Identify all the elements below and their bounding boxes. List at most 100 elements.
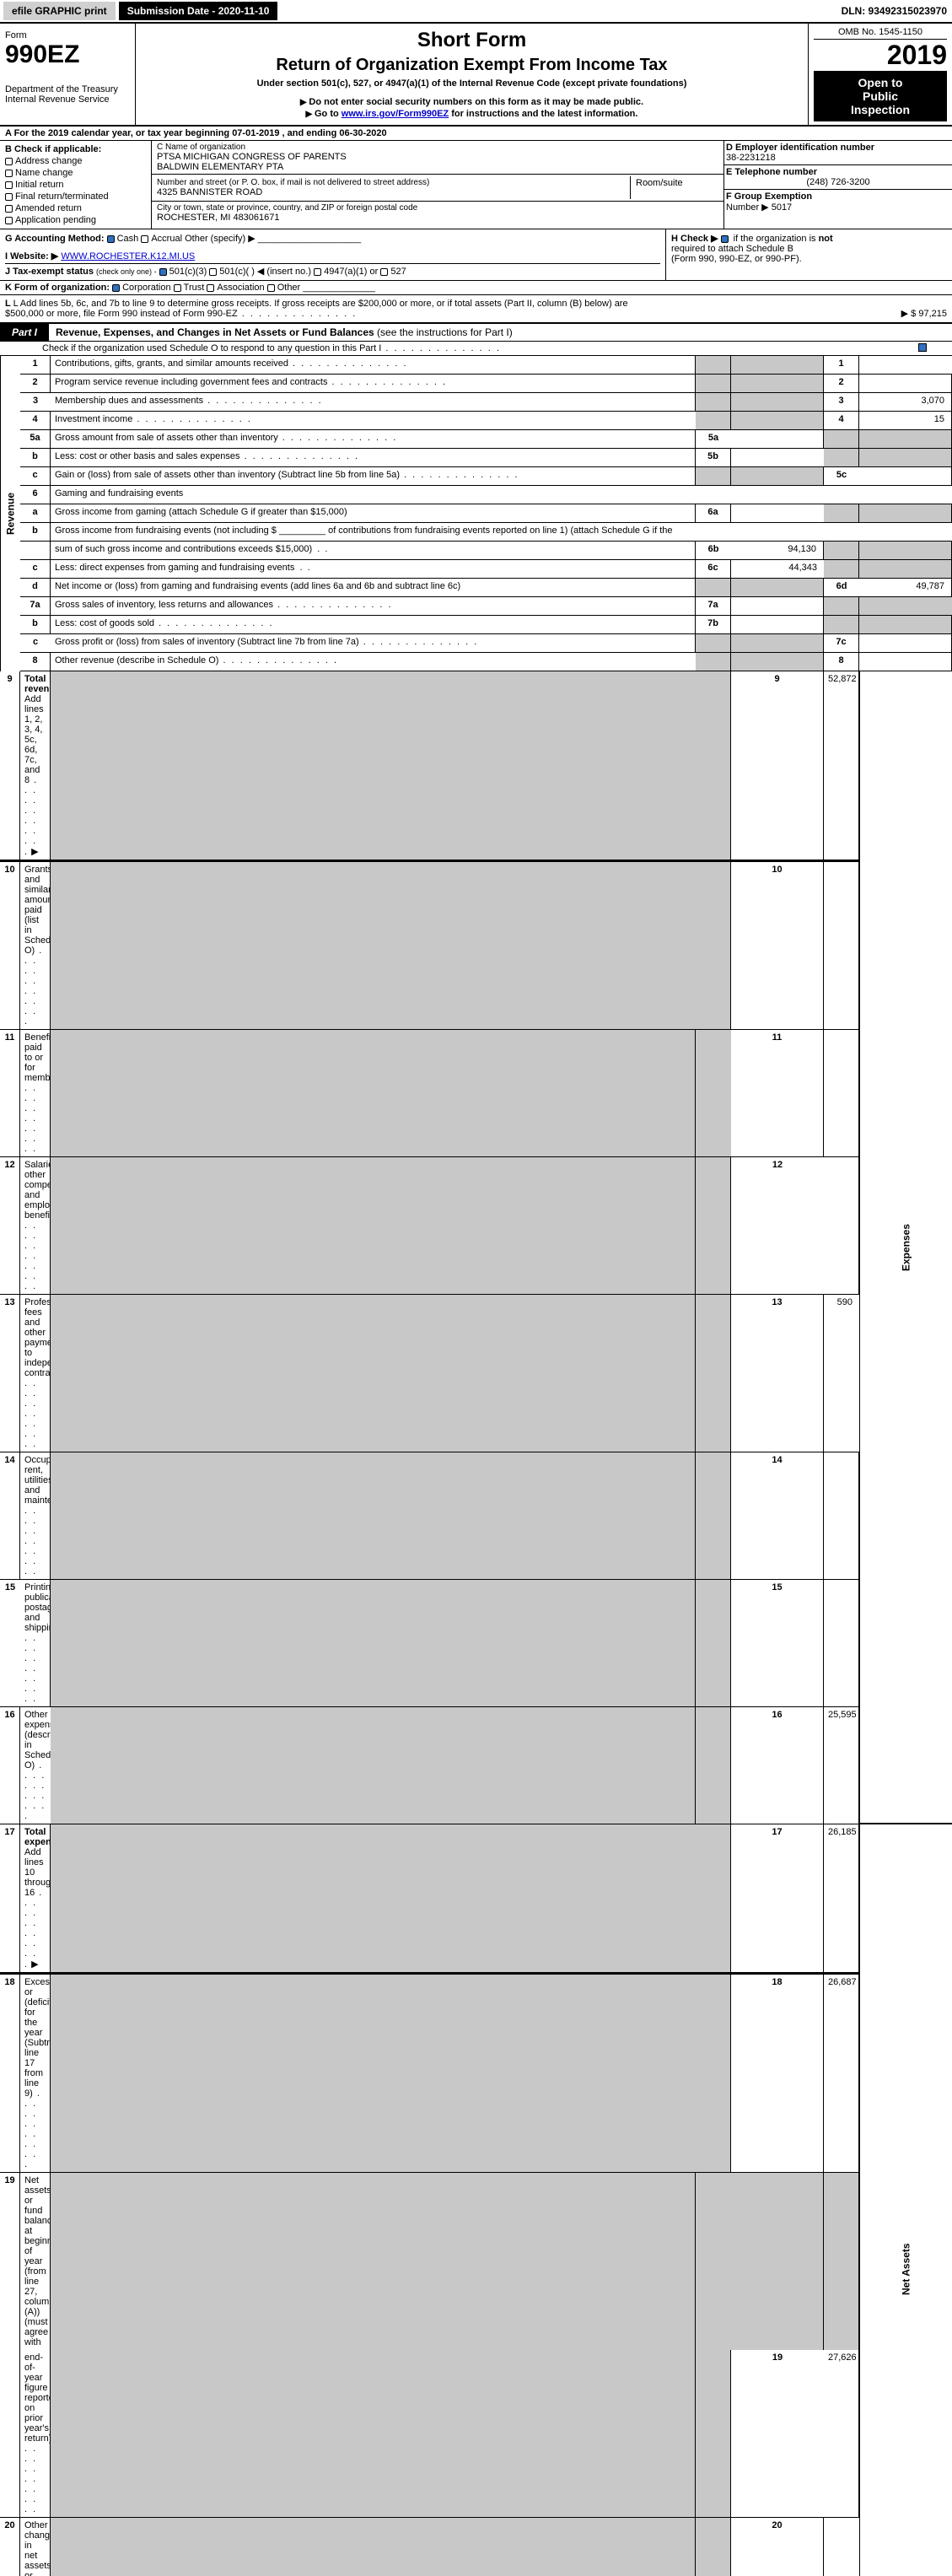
box-19: 19: [731, 2350, 824, 2518]
h-text1: if the organization is: [734, 234, 819, 244]
open-line2: Public: [815, 89, 945, 103]
check-trust[interactable]: [174, 284, 181, 292]
val-6d: 49,787: [859, 579, 952, 597]
ln-14: 14: [0, 1452, 20, 1580]
block-bcdef: B Check if applicable: Address change Na…: [0, 141, 952, 229]
c-street: 4325 BANNISTER ROAD: [157, 187, 625, 197]
submission-date-button[interactable]: Submission Date - 2020-11-10: [119, 2, 278, 20]
ln-20: 20: [0, 2518, 20, 2576]
f-number: 5017: [772, 202, 792, 213]
form-header: Form 990EZ Department of the Treasury In…: [0, 24, 952, 127]
l-amount: ▶ $ 97,215: [901, 308, 947, 319]
val-6c-mid: 44,343: [731, 560, 824, 579]
desc-18: Excess or (deficit) for the year (Subtra…: [20, 1973, 51, 2173]
box-6b-mid: 6b: [696, 542, 731, 560]
check-final[interactable]: [5, 193, 13, 201]
c-city: ROCHESTER, MI 483061671: [157, 213, 718, 223]
part1-title: Revenue, Expenses, and Changes in Net As…: [49, 324, 952, 341]
box-12: 12: [731, 1157, 824, 1295]
box-15: 15: [731, 1580, 824, 1707]
g-label: G Accounting Method:: [5, 234, 105, 244]
desc-13: Professional fees and other payments to …: [20, 1295, 51, 1452]
val-20: [824, 2518, 859, 2576]
box-7c: 7c: [824, 634, 859, 653]
j-tail: (check only one) -: [96, 267, 157, 276]
goto-suffix: for instructions and the latest informat…: [451, 109, 637, 119]
box-6a-mid: 6a: [696, 504, 731, 523]
h-text2: required to attach Schedule B: [671, 244, 793, 254]
desc-8: Other revenue (describe in Schedule O): [51, 653, 696, 671]
check-501c[interactable]: [209, 268, 217, 276]
org-name-1: PTSA MICHIGAN CONGRESS OF PARENTS: [157, 152, 718, 162]
desc-7c: Gross profit or (loss) from sales of inv…: [51, 634, 696, 653]
val-13: 590: [824, 1295, 859, 1452]
goto-link[interactable]: www.irs.gov/Form990EZ: [342, 109, 449, 119]
part1-checkbox[interactable]: [918, 343, 927, 352]
check-app-pending[interactable]: [5, 217, 13, 224]
val-10: [824, 860, 859, 1030]
f-group-label: F Group Exemption: [726, 191, 812, 202]
open-line3: Inspection: [815, 103, 945, 116]
dept-label: Department of the Treasury: [5, 84, 130, 94]
desc-6b3: sum of such gross income and contributio…: [51, 542, 696, 560]
check-527[interactable]: [380, 268, 388, 276]
desc-10: Grants and similar amounts paid (list in…: [20, 860, 51, 1030]
irs-label: Internal Revenue Service: [5, 94, 130, 105]
check-h[interactable]: [721, 235, 729, 243]
check-501c3[interactable]: [159, 268, 167, 276]
box-13: 13: [731, 1295, 824, 1452]
ln-5a: 5a: [20, 430, 51, 449]
warn-ssn: Do not enter social security numbers on …: [141, 97, 803, 107]
desc-15: Printing, publications, postage, and shi…: [20, 1580, 51, 1707]
section-c: C Name of organization PTSA MICHIGAN CON…: [152, 141, 724, 229]
row-a-text: A For the 2019 calendar year, or tax yea…: [5, 128, 387, 138]
val-2: [859, 375, 952, 393]
b-final: Final return/terminated: [15, 191, 109, 202]
k-assoc: Association: [217, 283, 264, 293]
b-name-change: Name change: [15, 168, 73, 178]
box-5c: 5c: [824, 467, 859, 486]
ln-13: 13: [0, 1295, 20, 1452]
box-6d: 6d: [824, 579, 859, 597]
val-8: [859, 653, 952, 671]
check-cash[interactable]: [107, 235, 115, 243]
part1-check-note: Check if the organization used Schedule …: [42, 343, 501, 353]
box-14: 14: [731, 1452, 824, 1580]
e-phone: (248) 726-3200: [726, 177, 950, 187]
g-cash: Cash: [117, 234, 139, 244]
desc-1: Contributions, gifts, grants, and simila…: [51, 356, 696, 375]
desc-6a: Gross income from gaming (attach Schedul…: [51, 504, 696, 523]
j-501c3: 501(c)(3): [169, 267, 207, 277]
efile-button[interactable]: efile GRAPHIC print: [3, 2, 116, 20]
check-other-org[interactable]: [267, 284, 275, 292]
check-assoc[interactable]: [207, 284, 214, 292]
ln-19: 19: [0, 2173, 20, 2350]
check-accrual[interactable]: [141, 235, 148, 243]
check-amended[interactable]: [5, 205, 13, 213]
val-6a-mid: [731, 504, 824, 523]
form-number: 990EZ: [5, 40, 130, 69]
c-name-label: C Name of organization: [157, 143, 718, 152]
desc-7b: Less: cost of goods sold: [51, 616, 696, 634]
check-name-change[interactable]: [5, 170, 13, 177]
check-corp[interactable]: [112, 284, 120, 292]
website-link[interactable]: WWW.ROCHESTER.K12.MI.US: [61, 251, 195, 261]
check-initial[interactable]: [5, 181, 13, 189]
c-city-label: City or town, state or province, country…: [157, 203, 718, 213]
h-text3: (Form 990, 990-EZ, or 990-PF).: [671, 254, 802, 264]
val-1: [859, 356, 952, 375]
check-4947[interactable]: [314, 268, 321, 276]
ln-1: 1: [20, 356, 51, 375]
desc-9: Total revenue. Total revenue. Add lines …: [20, 671, 51, 860]
c-street-label: Number and street (or P. O. box, if mail…: [157, 178, 625, 187]
desc-2: Program service revenue including govern…: [51, 375, 696, 393]
k-corp: Corporation: [122, 283, 170, 293]
goto-line: Go to www.irs.gov/Form990EZ for instruct…: [141, 109, 803, 119]
part1-table: Revenue 1 Contributions, gifts, grants, …: [0, 356, 952, 2576]
b-heading: B Check if applicable:: [5, 144, 101, 154]
box-5b-mid: 5b: [696, 449, 731, 467]
box-20: 20: [731, 2518, 824, 2576]
check-address-change[interactable]: [5, 158, 13, 165]
part1-note: Check if the organization used Schedule …: [0, 342, 952, 356]
val-5c: [859, 467, 952, 486]
